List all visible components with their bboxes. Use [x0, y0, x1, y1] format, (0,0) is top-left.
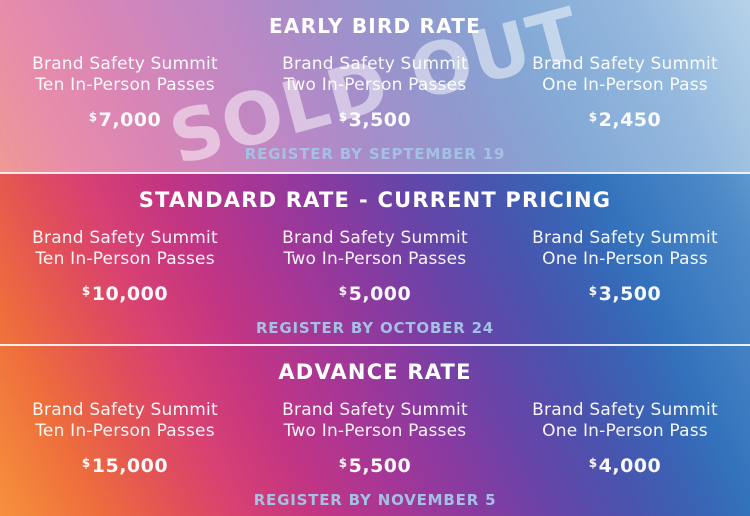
section-title-text: EARLY BIRD RATE — [269, 14, 481, 38]
price-amount: 2,450 — [598, 109, 662, 131]
section-title: ADVANCE RATE — [0, 346, 750, 385]
section-title-bold: - CURRENT PRICING — [359, 188, 612, 212]
price-amount: 15,000 — [91, 455, 169, 477]
offer-name-line1: Brand Safety Summit — [282, 228, 468, 248]
offer-name: Brand Safety Summit Ten In-Person Passes — [10, 54, 240, 96]
offer-name-line1: Brand Safety Summit — [32, 54, 218, 74]
offer-name-line1: Brand Safety Summit — [32, 400, 218, 420]
section-title-text: STANDARD RATE — [138, 188, 351, 212]
currency-symbol: $ — [338, 284, 348, 298]
currency-symbol: $ — [588, 110, 598, 124]
section-standard: STANDARD RATE - CURRENT PRICING Brand Saf… — [0, 172, 750, 344]
offer-card: Brand Safety Summit Two In-Person Passes… — [250, 54, 500, 131]
offer-price: $3,500 — [510, 283, 740, 305]
offer-name: Brand Safety Summit One In-Person Pass — [510, 54, 740, 96]
offer-name-line2: Two In-Person Passes — [283, 75, 467, 95]
offer-name-line1: Brand Safety Summit — [32, 228, 218, 248]
offer-name: Brand Safety Summit Two In-Person Passes — [260, 54, 490, 96]
offers-row: Brand Safety Summit Ten In-Person Passes… — [0, 400, 750, 477]
offers-row: Brand Safety Summit Ten In-Person Passes… — [0, 54, 750, 131]
offer-price: $2,450 — [510, 109, 740, 131]
currency-symbol: $ — [588, 456, 598, 470]
section-title: STANDARD RATE - CURRENT PRICING — [0, 174, 750, 213]
offer-name-line2: Ten In-Person Passes — [35, 75, 215, 95]
offer-name: Brand Safety Summit One In-Person Pass — [510, 228, 740, 270]
offer-name-line2: One In-Person Pass — [542, 249, 708, 269]
offer-name: Brand Safety Summit One In-Person Pass — [510, 400, 740, 442]
section-title-text: ADVANCE RATE — [278, 360, 472, 384]
register-deadline: REGISTER BY OCTOBER 24 — [255, 319, 495, 337]
register-deadline: REGISTER BY NOVEMBER 5 — [253, 491, 497, 509]
currency-symbol: $ — [81, 284, 91, 298]
offer-name: Brand Safety Summit Two In-Person Passes — [260, 228, 490, 270]
price-amount: 4,000 — [598, 455, 662, 477]
currency-symbol: $ — [588, 284, 598, 298]
offer-price: $10,000 — [10, 283, 240, 305]
offer-card: Brand Safety Summit Ten In-Person Passes… — [0, 54, 250, 131]
price-amount: 7,000 — [98, 109, 162, 131]
offers-row: Brand Safety Summit Ten In-Person Passes… — [0, 228, 750, 305]
currency-symbol: $ — [81, 456, 91, 470]
offer-card: Brand Safety Summit One In-Person Pass $… — [500, 400, 750, 477]
price-amount: 5,000 — [348, 283, 412, 305]
offer-price: $4,000 — [510, 455, 740, 477]
offer-card: Brand Safety Summit One In-Person Pass $… — [500, 54, 750, 131]
offer-name-line1: Brand Safety Summit — [532, 400, 718, 420]
offer-name-line2: One In-Person Pass — [542, 421, 708, 441]
offer-card: Brand Safety Summit One In-Person Pass $… — [500, 228, 750, 305]
offer-name: Brand Safety Summit Ten In-Person Passes — [10, 400, 240, 442]
offer-card: Brand Safety Summit Ten In-Person Passes… — [0, 400, 250, 477]
offer-card: Brand Safety Summit Ten In-Person Passes… — [0, 228, 250, 305]
offer-name: Brand Safety Summit Two In-Person Passes — [260, 400, 490, 442]
register-deadline: REGISTER BY SEPTEMBER 19 — [244, 145, 506, 163]
offer-name-line1: Brand Safety Summit — [532, 54, 718, 74]
offer-name-line1: Brand Safety Summit — [532, 228, 718, 248]
offer-card: Brand Safety Summit Two In-Person Passes… — [250, 400, 500, 477]
offer-price: $5,500 — [260, 455, 490, 477]
section-early-bird: EARLY BIRD RATE Brand Safety Summit Ten … — [0, 0, 750, 172]
offer-name: Brand Safety Summit Ten In-Person Passes — [10, 228, 240, 270]
offer-price: $5,000 — [260, 283, 490, 305]
price-amount: 5,500 — [348, 455, 412, 477]
section-title: EARLY BIRD RATE — [0, 0, 750, 39]
currency-symbol: $ — [338, 456, 348, 470]
section-advance: ADVANCE RATE Brand Safety Summit Ten In-… — [0, 344, 750, 516]
offer-price: $15,000 — [10, 455, 240, 477]
offer-name-line2: Ten In-Person Passes — [35, 249, 215, 269]
offer-name-line2: Two In-Person Passes — [283, 421, 467, 441]
offer-name-line2: Two In-Person Passes — [283, 249, 467, 269]
price-amount: 3,500 — [598, 283, 662, 305]
offer-name-line2: One In-Person Pass — [542, 75, 708, 95]
price-amount: 3,500 — [348, 109, 412, 131]
offer-name-line1: Brand Safety Summit — [282, 400, 468, 420]
price-amount: 10,000 — [91, 283, 169, 305]
offer-name-line1: Brand Safety Summit — [282, 54, 468, 74]
offer-price: $7,000 — [10, 109, 240, 131]
offer-name-line2: Ten In-Person Passes — [35, 421, 215, 441]
currency-symbol: $ — [88, 110, 98, 124]
currency-symbol: $ — [338, 110, 348, 124]
offer-card: Brand Safety Summit Two In-Person Passes… — [250, 228, 500, 305]
offer-price: $3,500 — [260, 109, 490, 131]
